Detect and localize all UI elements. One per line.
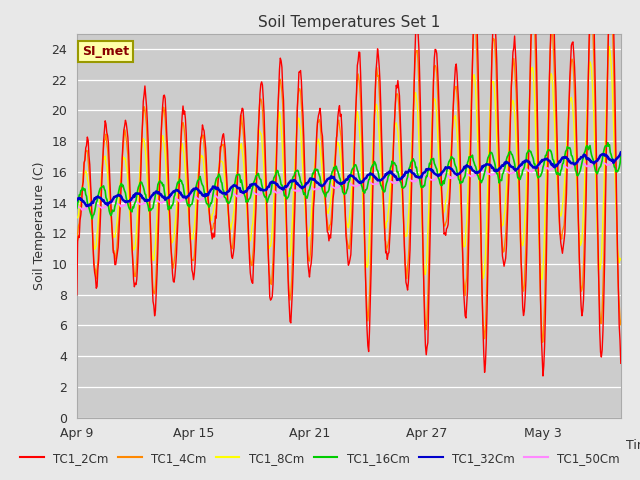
TC1_2Cm <box>539 373 547 379</box>
Title: Soil Temperatures Set 1: Soil Temperatures Set 1 <box>258 15 440 30</box>
TC1_50Cm <box>566 165 574 170</box>
TC1_50Cm <box>617 157 625 163</box>
TC1_2Cm <box>73 292 81 298</box>
TC1_8Cm <box>538 276 546 282</box>
TC1_32Cm <box>83 203 90 209</box>
Text: SI_met: SI_met <box>82 45 129 58</box>
Line: TC1_32Cm: TC1_32Cm <box>77 153 621 206</box>
TC1_2Cm <box>250 247 258 253</box>
TC1_16Cm <box>162 196 170 202</box>
TC1_50Cm <box>73 203 81 209</box>
Line: TC1_2Cm: TC1_2Cm <box>77 0 621 376</box>
TC1_4Cm <box>218 142 226 147</box>
TC1_8Cm <box>531 102 539 108</box>
TC1_2Cm <box>566 60 574 66</box>
TC1_16Cm <box>73 205 81 211</box>
TC1_8Cm <box>605 44 613 49</box>
TC1_16Cm <box>604 140 612 145</box>
TC1_8Cm <box>218 158 226 164</box>
Y-axis label: Soil Temperature (C): Soil Temperature (C) <box>33 161 45 290</box>
TC1_16Cm <box>252 176 259 182</box>
TC1_8Cm <box>617 257 625 263</box>
TC1_16Cm <box>89 213 97 218</box>
TC1_32Cm <box>617 150 625 156</box>
TC1_4Cm <box>617 322 625 328</box>
TC1_2Cm <box>88 221 96 227</box>
TC1_4Cm <box>531 31 539 37</box>
TC1_8Cm <box>88 226 96 232</box>
TC1_8Cm <box>566 96 574 102</box>
TC1_50Cm <box>89 199 97 205</box>
TC1_8Cm <box>73 215 81 221</box>
TC1_2Cm <box>218 137 226 143</box>
Line: TC1_16Cm: TC1_16Cm <box>77 143 621 219</box>
TC1_50Cm <box>532 164 540 170</box>
TC1_32Cm <box>89 200 97 206</box>
TC1_50Cm <box>219 193 227 199</box>
TC1_32Cm <box>219 191 227 196</box>
TC1_4Cm <box>538 339 546 345</box>
Legend: TC1_2Cm, TC1_4Cm, TC1_8Cm, TC1_16Cm, TC1_32Cm, TC1_50Cm: TC1_2Cm, TC1_4Cm, TC1_8Cm, TC1_16Cm, TC1… <box>15 447 625 469</box>
TC1_32Cm <box>252 181 259 187</box>
TC1_32Cm <box>73 197 81 203</box>
TC1_50Cm <box>252 191 259 196</box>
TC1_8Cm <box>250 197 258 203</box>
TC1_50Cm <box>79 207 86 213</box>
TC1_4Cm <box>566 69 574 74</box>
TC1_32Cm <box>566 160 574 166</box>
TC1_16Cm <box>532 168 540 174</box>
TC1_16Cm <box>566 147 574 153</box>
TC1_50Cm <box>614 156 622 161</box>
Line: TC1_4Cm: TC1_4Cm <box>77 0 621 342</box>
TC1_4Cm <box>161 116 169 122</box>
TC1_16Cm <box>88 216 96 222</box>
TC1_4Cm <box>250 227 258 233</box>
TC1_2Cm <box>617 360 625 366</box>
Line: TC1_8Cm: TC1_8Cm <box>77 47 621 279</box>
TC1_50Cm <box>162 196 170 202</box>
TC1_8Cm <box>161 152 169 157</box>
TC1_4Cm <box>88 223 96 229</box>
TC1_32Cm <box>532 165 540 171</box>
TC1_32Cm <box>162 196 170 202</box>
TC1_2Cm <box>161 96 169 102</box>
TC1_4Cm <box>73 261 81 267</box>
TC1_16Cm <box>617 154 625 159</box>
TC1_16Cm <box>219 187 227 192</box>
Line: TC1_50Cm: TC1_50Cm <box>77 158 621 210</box>
Text: Time: Time <box>626 439 640 452</box>
